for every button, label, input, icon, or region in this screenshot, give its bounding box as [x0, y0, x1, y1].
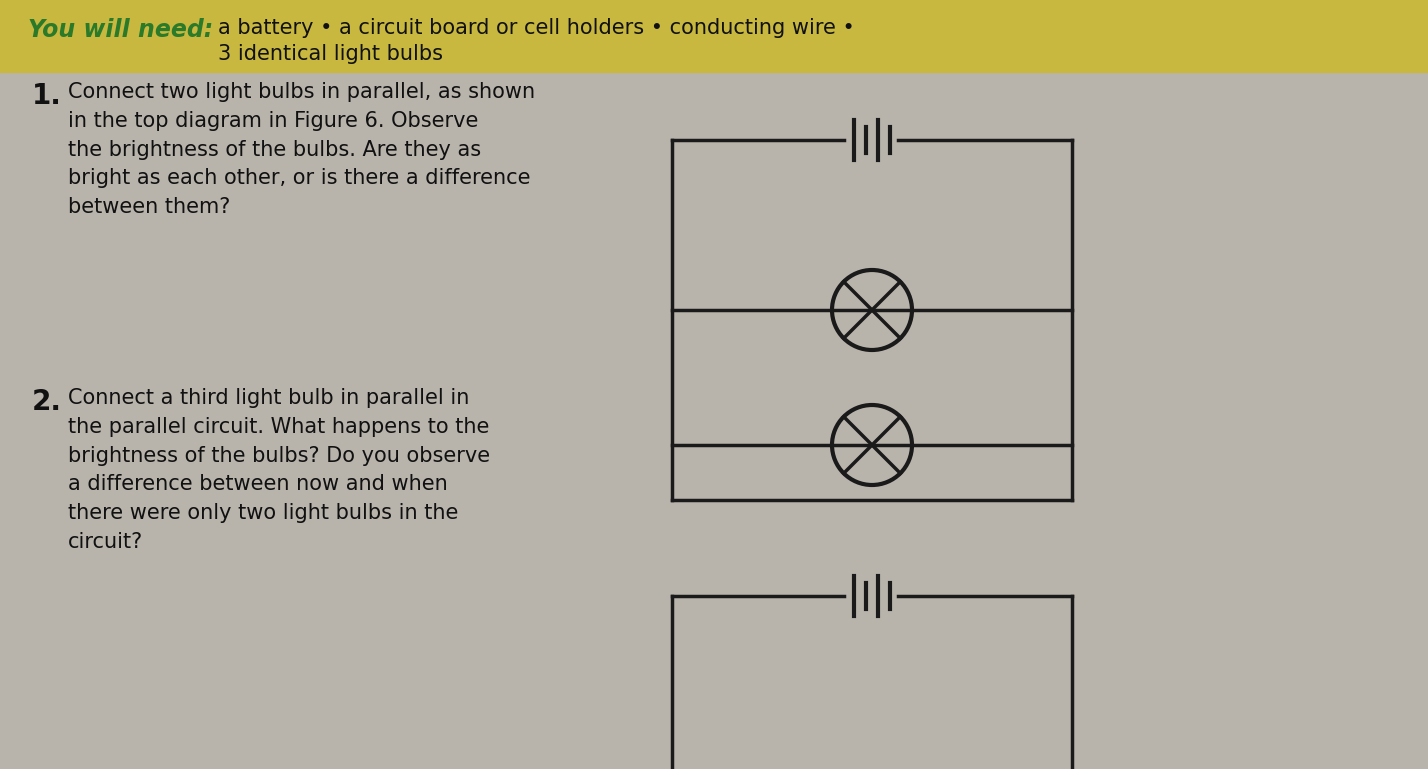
Text: You will need:: You will need: — [29, 18, 213, 42]
Bar — [0, 0, 1428, 72]
Text: 1.: 1. — [31, 82, 61, 110]
Text: 2.: 2. — [31, 388, 61, 416]
Text: Connect a third light bulb in parallel in
the parallel circuit. What happens to : Connect a third light bulb in parallel i… — [69, 388, 490, 552]
Text: 3 identical light bulbs: 3 identical light bulbs — [218, 44, 443, 64]
Text: a battery • a circuit board or cell holders • conducting wire •: a battery • a circuit board or cell hold… — [218, 18, 855, 38]
Text: Connect two light bulbs in parallel, as shown
in the top diagram in Figure 6. Ob: Connect two light bulbs in parallel, as … — [69, 82, 536, 217]
